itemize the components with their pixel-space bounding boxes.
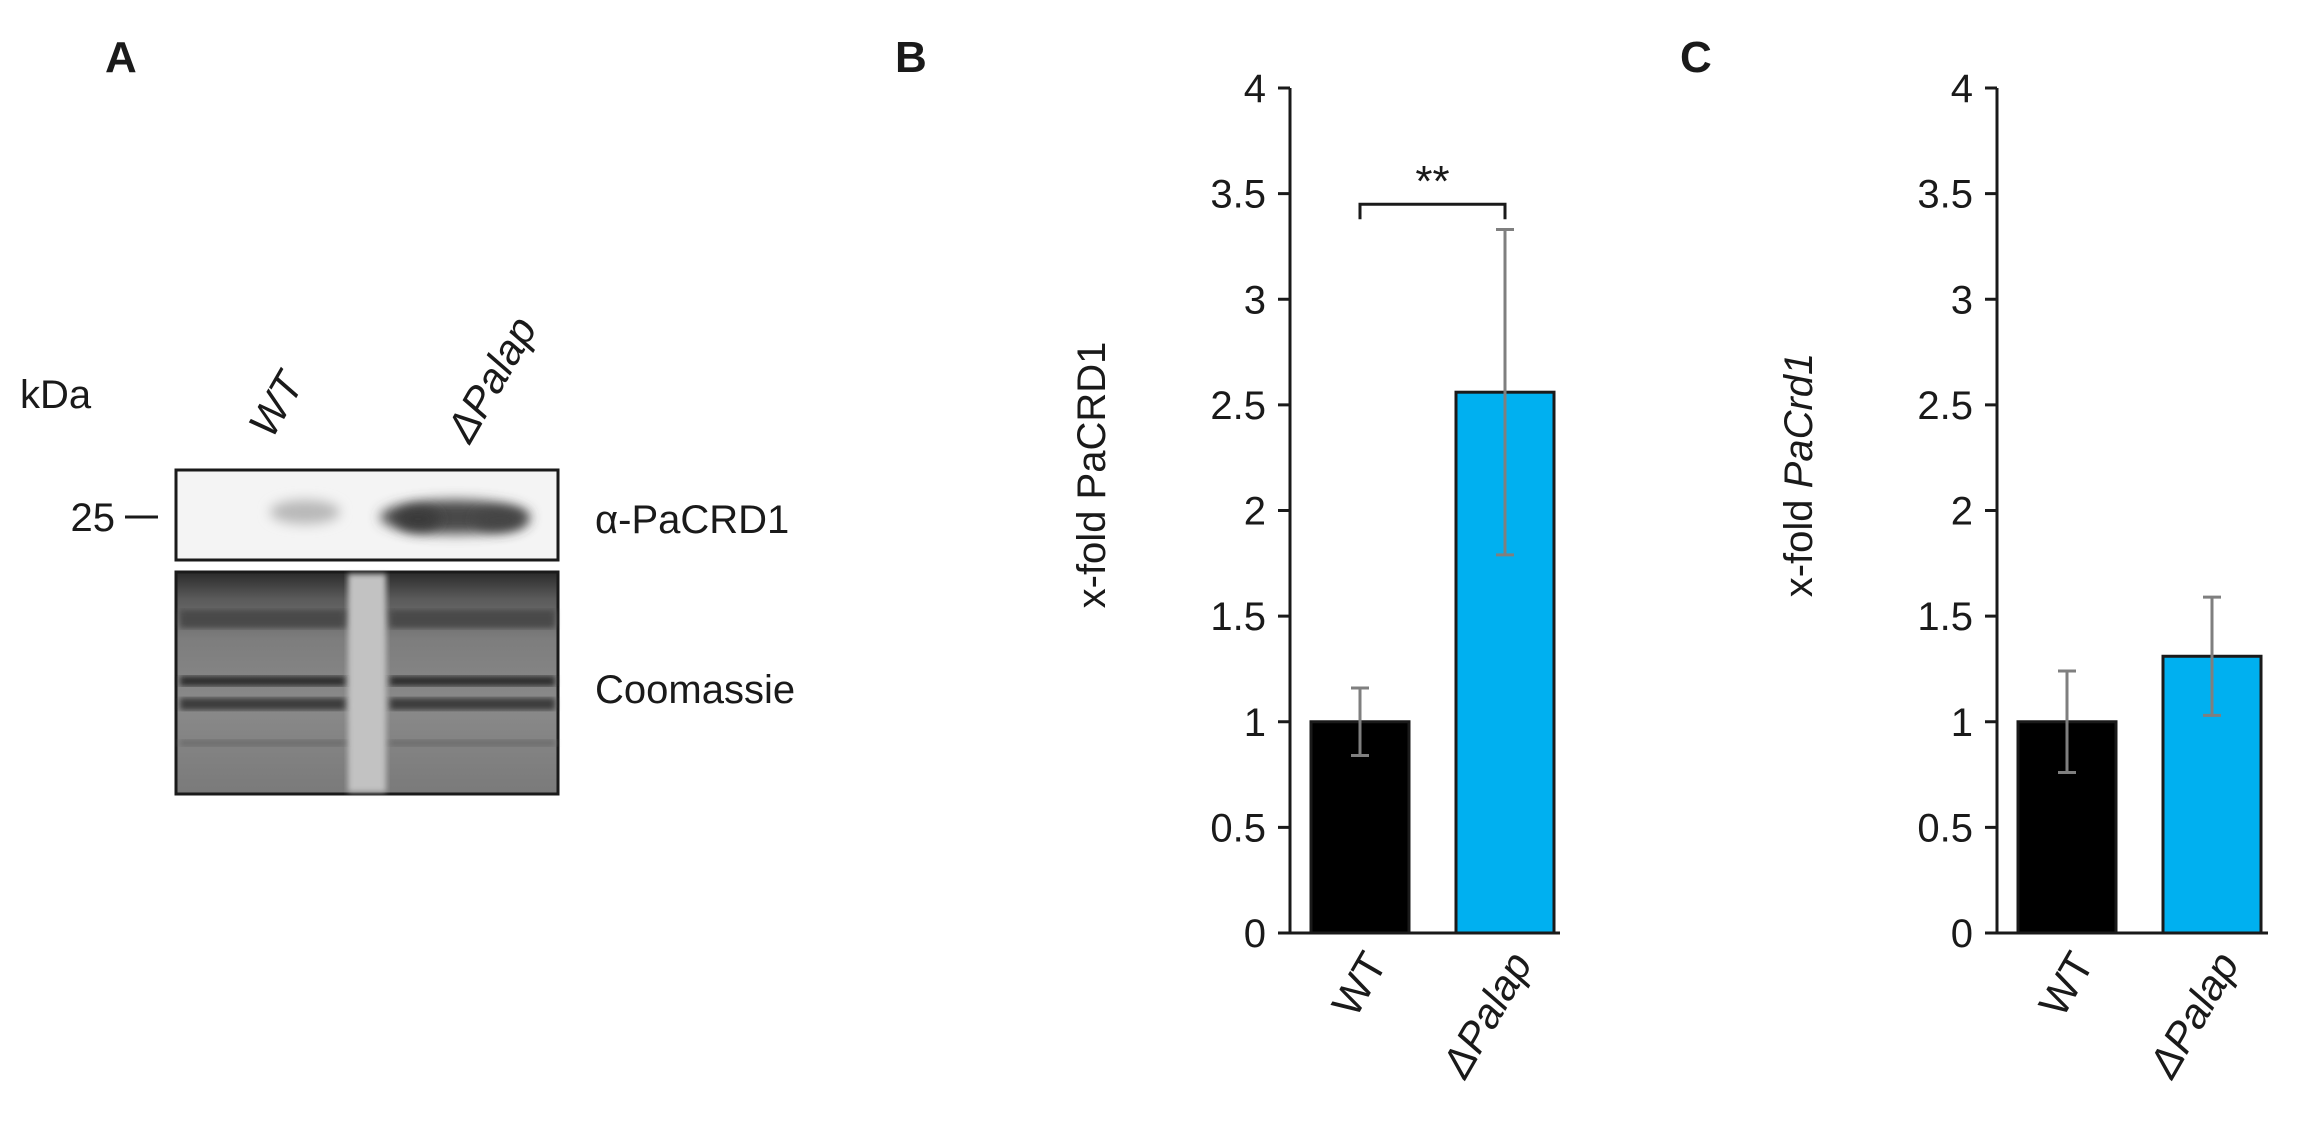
panel-b-letter: B [895,33,927,82]
chart-b-significance-label: ** [1415,157,1449,206]
panel-b: B x-fold PaCRD1 0 0.5 1 1.5 2 2.5 3 3.5 4 WT ΔPala… [895,33,1560,1086]
chart-c-y-tick-label: 3.5 [1917,173,1973,217]
chart-c-y-tick-label: 3 [1951,278,1973,322]
panel-a: A kDa WT ΔPalap 25 α-PaCRD1 Cooma [20,33,795,796]
western-blot-strip [174,468,560,562]
chart-b-y-tick-label: 3 [1244,278,1266,322]
chart-b-ylabel: x-fold PaCRD1 [1070,342,1114,609]
lane-label-mutant: ΔPalap [437,309,546,451]
chart-b-y-tick-label: 1 [1244,701,1266,745]
coomassie-gel [174,570,560,796]
chart-b-y-tick-label: 2 [1244,490,1266,534]
chart-c-category-label-1: ΔPalap [2139,944,2248,1086]
chart-c-y-tick-label: 0.5 [1917,806,1973,850]
chart-b-y-tick-label: 3.5 [1210,173,1266,217]
chart-b-y-tick-label: 1.5 [1210,595,1266,639]
blot-band-wt [270,500,340,524]
marker-label-25: 25 [71,496,116,540]
chart-c-category-label-0: WT [2029,944,2102,1024]
panel-c-letter: C [1680,33,1712,82]
stain-label: Coomassie [595,668,795,712]
lane-label-wt: WT [239,362,314,445]
blot-label: α-PaCRD1 [595,498,789,542]
chart-c-ylabel-gene: PaCrd1 [1777,353,1821,489]
chart-b-y-tick-label: 2.5 [1210,384,1266,428]
chart-b-y-tick-label: 0 [1244,912,1266,956]
kda-label: kDa [20,373,92,417]
chart-c-y-tick-label: 2.5 [1917,384,1973,428]
chart-c-y-tick-label: 4 [1951,67,1973,111]
chart-c-ylabel: x-fold PaCrd1 [1777,353,1821,598]
chart-c: 0 0.5 1 1.5 2 2.5 3 3.5 4 WT ΔPalap [1917,67,2268,1086]
chart-c-ylabel-prefix: x-fold [1777,499,1821,597]
chart-b-y-tick-label: 0.5 [1210,806,1266,850]
chart-b-category-label-0: WT [1322,944,1395,1024]
chart-b: 0 0.5 1 1.5 2 2.5 3 3.5 4 WT ΔPalap ** [1210,67,1560,1086]
panel-a-letter: A [105,33,137,82]
chart-c-y-tick-label: 1.5 [1917,595,1973,639]
chart-b-y-tick-label: 4 [1244,67,1266,111]
chart-b-significance-bracket [1358,202,1507,220]
chart-c-y-tick-label: 0 [1951,912,1973,956]
panel-c: C x-fold PaCrd1 0 0.5 1 1.5 2 2.5 3 3.5 4 WT ΔPala… [1680,33,2268,1086]
chart-c-y-tick-label: 2 [1951,490,1973,534]
chart-c-y-tick-label: 1 [1951,701,1973,745]
chart-b-category-label-1: ΔPalap [1432,944,1541,1086]
